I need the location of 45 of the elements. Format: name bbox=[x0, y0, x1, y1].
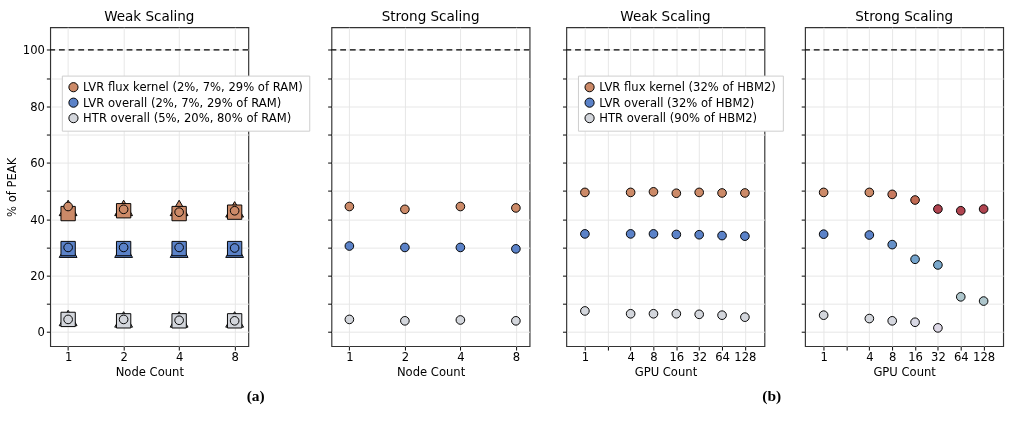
x-tick-label: 4 bbox=[627, 350, 635, 365]
x-tick-label: 16 bbox=[908, 350, 923, 365]
x-tick-label: 8 bbox=[512, 350, 521, 365]
legend-label: LVR overall (32% of HBM2) bbox=[599, 95, 755, 110]
x-axis-title: Node Count bbox=[396, 364, 466, 379]
x-tick-label: 32 bbox=[692, 350, 708, 365]
legend-label: LVR overall (2%, 7%, 29% of RAM) bbox=[83, 95, 282, 110]
x-tick-label: 1 bbox=[820, 350, 828, 365]
x-tick-label: 4 bbox=[866, 350, 874, 365]
x-tick-label: 32 bbox=[931, 350, 946, 365]
y-tick-label: 0 bbox=[37, 325, 45, 340]
y-tick-label: 20 bbox=[30, 269, 45, 284]
x-tick-label: 2 bbox=[120, 350, 128, 365]
x-tick-label: 128 bbox=[734, 350, 757, 365]
legend-label: LVR flux kernel (2%, 7%, 29% of RAM) bbox=[83, 80, 303, 95]
x-tick-label: 1 bbox=[581, 350, 590, 365]
x-tick-label: 64 bbox=[715, 350, 730, 365]
y-tick-label: 60 bbox=[30, 156, 45, 171]
x-tick-label: 1 bbox=[346, 350, 354, 365]
x-tick-label: 8 bbox=[650, 350, 658, 365]
x-axis-title: Node Count bbox=[115, 364, 185, 379]
y-tick-label: 100 bbox=[22, 43, 45, 58]
x-tick-label: 16 bbox=[669, 350, 685, 365]
chart-title: Strong Scaling bbox=[855, 7, 954, 24]
x-tick-label: 1 bbox=[64, 350, 73, 365]
y-tick-label: 40 bbox=[30, 212, 45, 227]
x-axis-title: GPU Count bbox=[634, 364, 698, 379]
x-tick-label: 8 bbox=[231, 350, 239, 365]
x-axis-title: GPU Count bbox=[873, 364, 937, 379]
y-tick-label: 80 bbox=[30, 99, 45, 114]
x-tick-label: 2 bbox=[401, 350, 410, 365]
x-tick-label: 128 bbox=[973, 350, 996, 365]
chart-title: Strong Scaling bbox=[381, 7, 480, 24]
text: (a) bbox=[246, 387, 265, 406]
legend-label: HTR overall (90% of HBM2) bbox=[599, 111, 758, 125]
text: (b) bbox=[762, 387, 782, 406]
x-tick-label: 4 bbox=[175, 350, 184, 365]
chart-title: Weak Scaling bbox=[620, 7, 711, 24]
chart-title: Weak Scaling bbox=[104, 7, 195, 24]
x-tick-label: 8 bbox=[889, 350, 897, 365]
x-tick-label: 64 bbox=[953, 350, 969, 365]
legend-label: LVR flux kernel (32% of HBM2) bbox=[599, 80, 776, 95]
x-tick-label: 4 bbox=[457, 350, 465, 365]
legend-label: HTR overall (5%, 20%, 80% of RAM) bbox=[83, 111, 292, 125]
y-axis-title: % of PEAK bbox=[5, 157, 20, 217]
